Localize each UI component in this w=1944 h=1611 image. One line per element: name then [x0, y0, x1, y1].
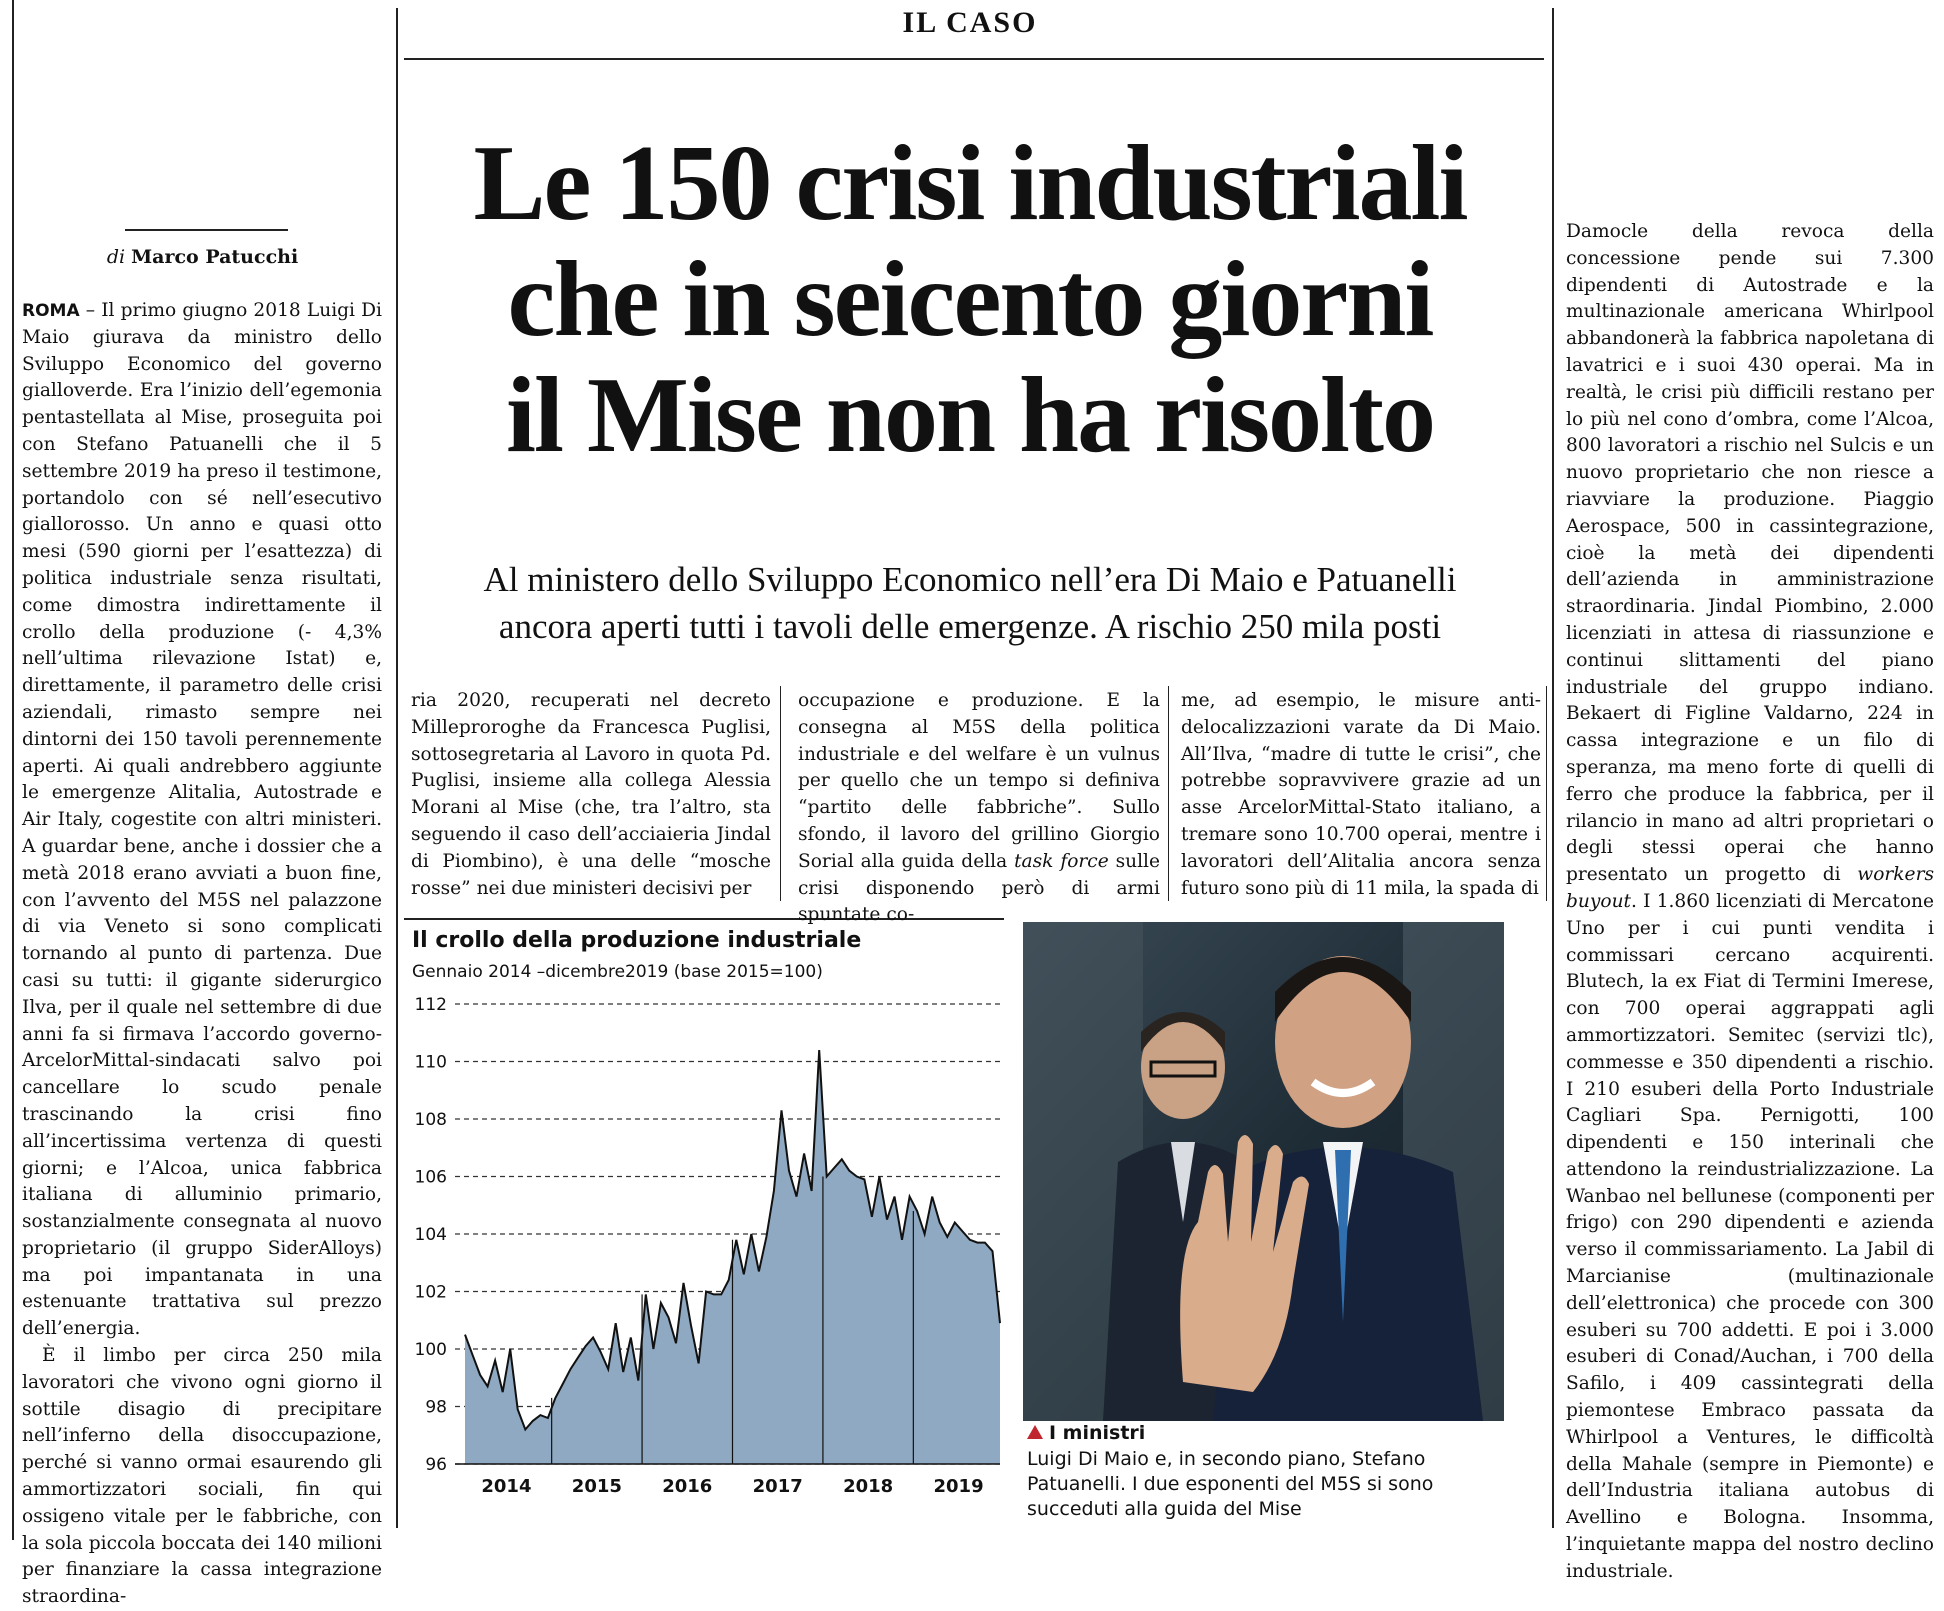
paragraph: È il limbo per circa 250 mila lavoratori… [22, 1345, 382, 1608]
column-rule-thin [780, 686, 781, 901]
byline: di Marco Patucchi [20, 246, 385, 268]
headline-line: che in seicento giorni [507, 240, 1435, 359]
paragraph-text: Damocle della revoca della concessione p… [1566, 221, 1934, 886]
article-column-3: occupazione e produzione. E la consegna … [798, 688, 1160, 929]
chart-top-rule [404, 918, 1004, 920]
subheadline: Al ministero dello Sviluppo Economico ne… [400, 556, 1540, 650]
x-tick-label: 2017 [753, 1476, 803, 1497]
x-tick-label: 2014 [481, 1476, 531, 1497]
x-tick-label: 2018 [843, 1476, 893, 1497]
column-rule-thin [1546, 686, 1547, 901]
chart-y-ticks: 96 98 100 102 104 106 108 110 112 [415, 995, 447, 1475]
dateline: ROMA [22, 301, 80, 321]
column-rule-left [12, 0, 14, 1540]
y-tick-label: 102 [415, 1283, 447, 1303]
chart-x-ticks: 2014 2015 2016 2017 2018 2019 [455, 1176, 1000, 1497]
x-tick-label: 2016 [662, 1476, 712, 1497]
article-column-5: Damocle della revoca della concessione p… [1566, 219, 1934, 1586]
y-tick-label: 106 [415, 1168, 447, 1188]
photo-ministers [1023, 922, 1504, 1421]
section-kicker: IL CASO [902, 6, 1038, 39]
article-column-2: ria 2020, recuperati nel decreto Millepr… [411, 690, 771, 899]
paragraph: ROMA – Il primo giugno 2018 Luigi Di Mai… [22, 298, 382, 1343]
paragraph-text: occupazione e produzione. E la consegna … [798, 690, 1160, 872]
triangle-marker-icon [1027, 1425, 1043, 1439]
subhead-line: ancora aperti tutti i tavoli delle emerg… [498, 607, 1442, 646]
y-tick-label: 110 [415, 1053, 447, 1073]
y-tick-label: 108 [415, 1110, 447, 1130]
column-rule [1552, 8, 1554, 1528]
column-rule [396, 8, 398, 1528]
byline-author: Marco Patucchi [131, 246, 299, 268]
byline-prefix: di [106, 246, 126, 268]
subhead-line: Al ministero dello Sviluppo Economico ne… [483, 560, 1457, 599]
x-tick-label: 2019 [934, 1476, 984, 1497]
y-tick-label: 96 [425, 1455, 447, 1475]
headline-line: il Mise non ha risolto [505, 356, 1436, 475]
section-rule [404, 58, 1544, 60]
x-tick-label: 2015 [572, 1476, 622, 1497]
y-tick-label: 104 [415, 1225, 447, 1245]
byline-rule [125, 229, 288, 231]
paragraph-text: sulle crisi disponendo però di armi spun… [798, 850, 1160, 926]
chart-subtitle: Gennaio 2014 –dicembre2019 (base 2015=10… [412, 962, 823, 982]
article-column-4: me, ad esempio, le misure anti-delocaliz… [1181, 690, 1541, 899]
headline: Le 150 crisi industriali che in seicento… [400, 126, 1540, 474]
paragraph-text: . I 1.860 licenziati di Mercatone Uno pe… [1566, 890, 1934, 1582]
emphasis: workers buyout [1566, 864, 1934, 912]
article-column-1: ROMA – Il primo giugno 2018 Luigi Di Mai… [22, 298, 382, 1611]
y-tick-label: 98 [425, 1398, 447, 1418]
paragraph-text: – Il primo giugno 2018 Luigi Di Maio giu… [22, 300, 382, 1340]
chart-title: Il crollo della produzione industriale [412, 928, 862, 953]
emphasis: task force [1014, 850, 1109, 872]
caption-title-text: I ministri [1049, 1422, 1146, 1444]
headline-line: Le 150 crisi industriali [473, 124, 1468, 243]
series-area [465, 1050, 1000, 1464]
caption-text: Luigi Di Maio e, in secondo piano, Stefa… [1027, 1448, 1434, 1520]
photo-illustration [1023, 922, 1504, 1421]
y-tick-label: 112 [415, 995, 447, 1015]
y-tick-label: 100 [415, 1340, 447, 1360]
column-rule-thin [1168, 686, 1169, 901]
caption-title: I ministri [1027, 1422, 1145, 1444]
